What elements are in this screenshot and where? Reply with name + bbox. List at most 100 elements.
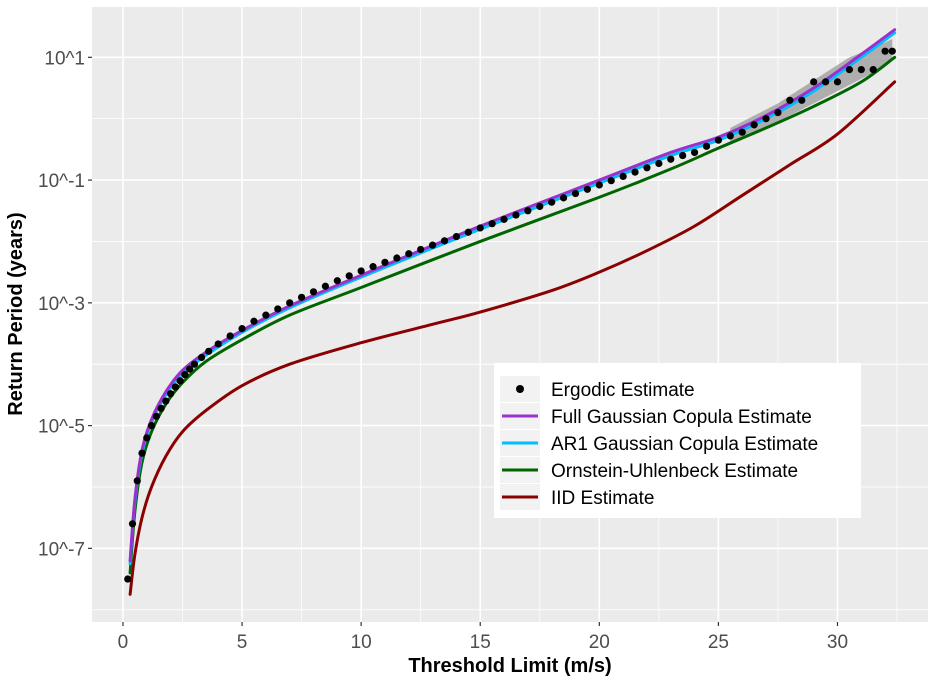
- ergodic-point: [297, 293, 306, 301]
- legend-item-iid: IID Estimate: [500, 484, 654, 510]
- ergodic-point: [369, 263, 377, 271]
- legend-label: AR1 Gaussian Copula Estimate: [551, 434, 818, 455]
- ergodic-point: [171, 383, 179, 391]
- ergodic-point: [714, 136, 723, 144]
- ergodic-point: [857, 66, 865, 74]
- ergodic-point: [762, 115, 770, 123]
- legend-label: Ergodic Estimate: [551, 380, 695, 401]
- ergodic-point: [464, 228, 472, 236]
- y-tick-label: 10^-5: [38, 417, 85, 438]
- x-axis-ticks: 0 5 10 15 20 25 30: [118, 622, 848, 653]
- ergodic-point: [405, 250, 413, 258]
- ergodic-point: [655, 159, 663, 168]
- ergodic-point: [881, 47, 889, 55]
- ergodic-point: [738, 128, 746, 136]
- ergodic-point: [147, 421, 156, 430]
- ergodic-point: [726, 132, 734, 140]
- ergodic-point: [607, 177, 615, 185]
- x-tick-label: 20: [589, 632, 610, 653]
- legend-item-ornstein-uhlenbeck: Ornstein-Uhlenbeck Estimate: [500, 457, 798, 483]
- ergodic-point: [124, 575, 132, 583]
- ergodic-point: [702, 142, 711, 150]
- ergodic-point: [845, 66, 854, 74]
- ergodic-point: [128, 520, 137, 528]
- ergodic-point: [157, 404, 165, 413]
- ergodic-point: [833, 78, 842, 86]
- legend-label: IID Estimate: [551, 488, 654, 509]
- x-tick-label: 15: [470, 632, 491, 653]
- y-axis-ticks: 10^-7 10^-5 10^-3 10^-1 10^1: [38, 48, 92, 560]
- ergodic-point: [381, 258, 389, 266]
- legend-item-ergodic: Ergodic Estimate: [500, 376, 695, 402]
- ergodic-point: [440, 237, 449, 245]
- x-axis-title: Threshold Limit (m/s): [408, 655, 611, 677]
- ergodic-point: [393, 254, 401, 262]
- ergodic-point: [810, 78, 818, 86]
- ergodic-point: [345, 272, 353, 280]
- ergodic-point: [821, 78, 830, 86]
- ergodic-point: [286, 299, 294, 307]
- ergodic-points: [124, 47, 896, 583]
- ergodic-point: [619, 172, 627, 181]
- ergodic-point: [333, 277, 341, 285]
- ergodic-point: [205, 347, 213, 355]
- ergodic-point: [133, 477, 141, 485]
- legend-label: Full Gaussian Copula Estimate: [551, 407, 812, 428]
- ergodic-point: [774, 108, 782, 117]
- series-line-ornstein-uhlenbeck-estimate: [128, 55, 897, 575]
- ergodic-point: [643, 164, 651, 172]
- ergodic-point: [631, 168, 639, 176]
- ergodic-point: [500, 215, 508, 223]
- x-tick-label: 0: [118, 632, 129, 653]
- x-tick-label: 10: [351, 632, 372, 653]
- y-axis-title: Return Period (years): [5, 212, 27, 415]
- ergodic-point: [690, 148, 699, 157]
- legend-box: [494, 363, 861, 518]
- x-tick-label: 25: [708, 632, 729, 653]
- ergodic-point: [536, 202, 544, 211]
- ergodic-point: [186, 365, 194, 373]
- ergodic-point: [869, 66, 877, 74]
- ergodic-point: [143, 434, 151, 442]
- legend-label: Ornstein-Uhlenbeck Estimate: [551, 461, 798, 482]
- ergodic-point: [274, 305, 282, 313]
- ergodic-point: [750, 121, 758, 129]
- x-tick-label: 5: [237, 632, 248, 653]
- legend-item-full-gaussian: Full Gaussian Copula Estimate: [500, 403, 812, 429]
- ergodic-point: [214, 340, 222, 348]
- ergodic-point: [197, 353, 206, 362]
- ergodic-point: [524, 207, 532, 215]
- ergodic-point: [181, 371, 189, 379]
- ergodic-point: [138, 449, 146, 457]
- ergodic-point: [679, 151, 687, 160]
- ergodic-point: [452, 232, 461, 241]
- ergodic-point: [152, 412, 160, 420]
- ergodic-point: [786, 96, 794, 104]
- legend-item-ar1-gaussian: AR1 Gaussian Copula Estimate: [500, 430, 818, 456]
- ergodic-point: [176, 377, 184, 385]
- ergodic-point: [238, 325, 246, 333]
- ergodic-point: [428, 241, 437, 249]
- ergodic-point: [321, 282, 330, 290]
- legend: Ergodic Estimate Full Gaussian Copula Es…: [494, 363, 861, 518]
- series-line-iid-estimate: [128, 80, 897, 596]
- grid-major: [92, 7, 928, 622]
- ergodic-point: [583, 185, 592, 193]
- ergodic-point: [798, 96, 806, 104]
- y-tick-label: 10^1: [44, 48, 85, 69]
- ergodic-point: [512, 211, 520, 219]
- ergodic-point: [417, 245, 425, 254]
- ergodic-point: [166, 390, 175, 398]
- ergodic-point: [190, 360, 199, 368]
- ergodic-point: [357, 267, 365, 275]
- ergodic-point: [667, 155, 675, 163]
- ergodic-point: [226, 332, 234, 340]
- ergodic-point: [309, 288, 318, 296]
- legend-key-point: [516, 385, 524, 393]
- ergodic-point: [571, 189, 580, 198]
- ergodic-point: [262, 311, 270, 319]
- y-tick-label: 10^-7: [38, 539, 85, 560]
- x-tick-label: 30: [827, 632, 848, 653]
- y-tick-label: 10^-1: [38, 171, 85, 192]
